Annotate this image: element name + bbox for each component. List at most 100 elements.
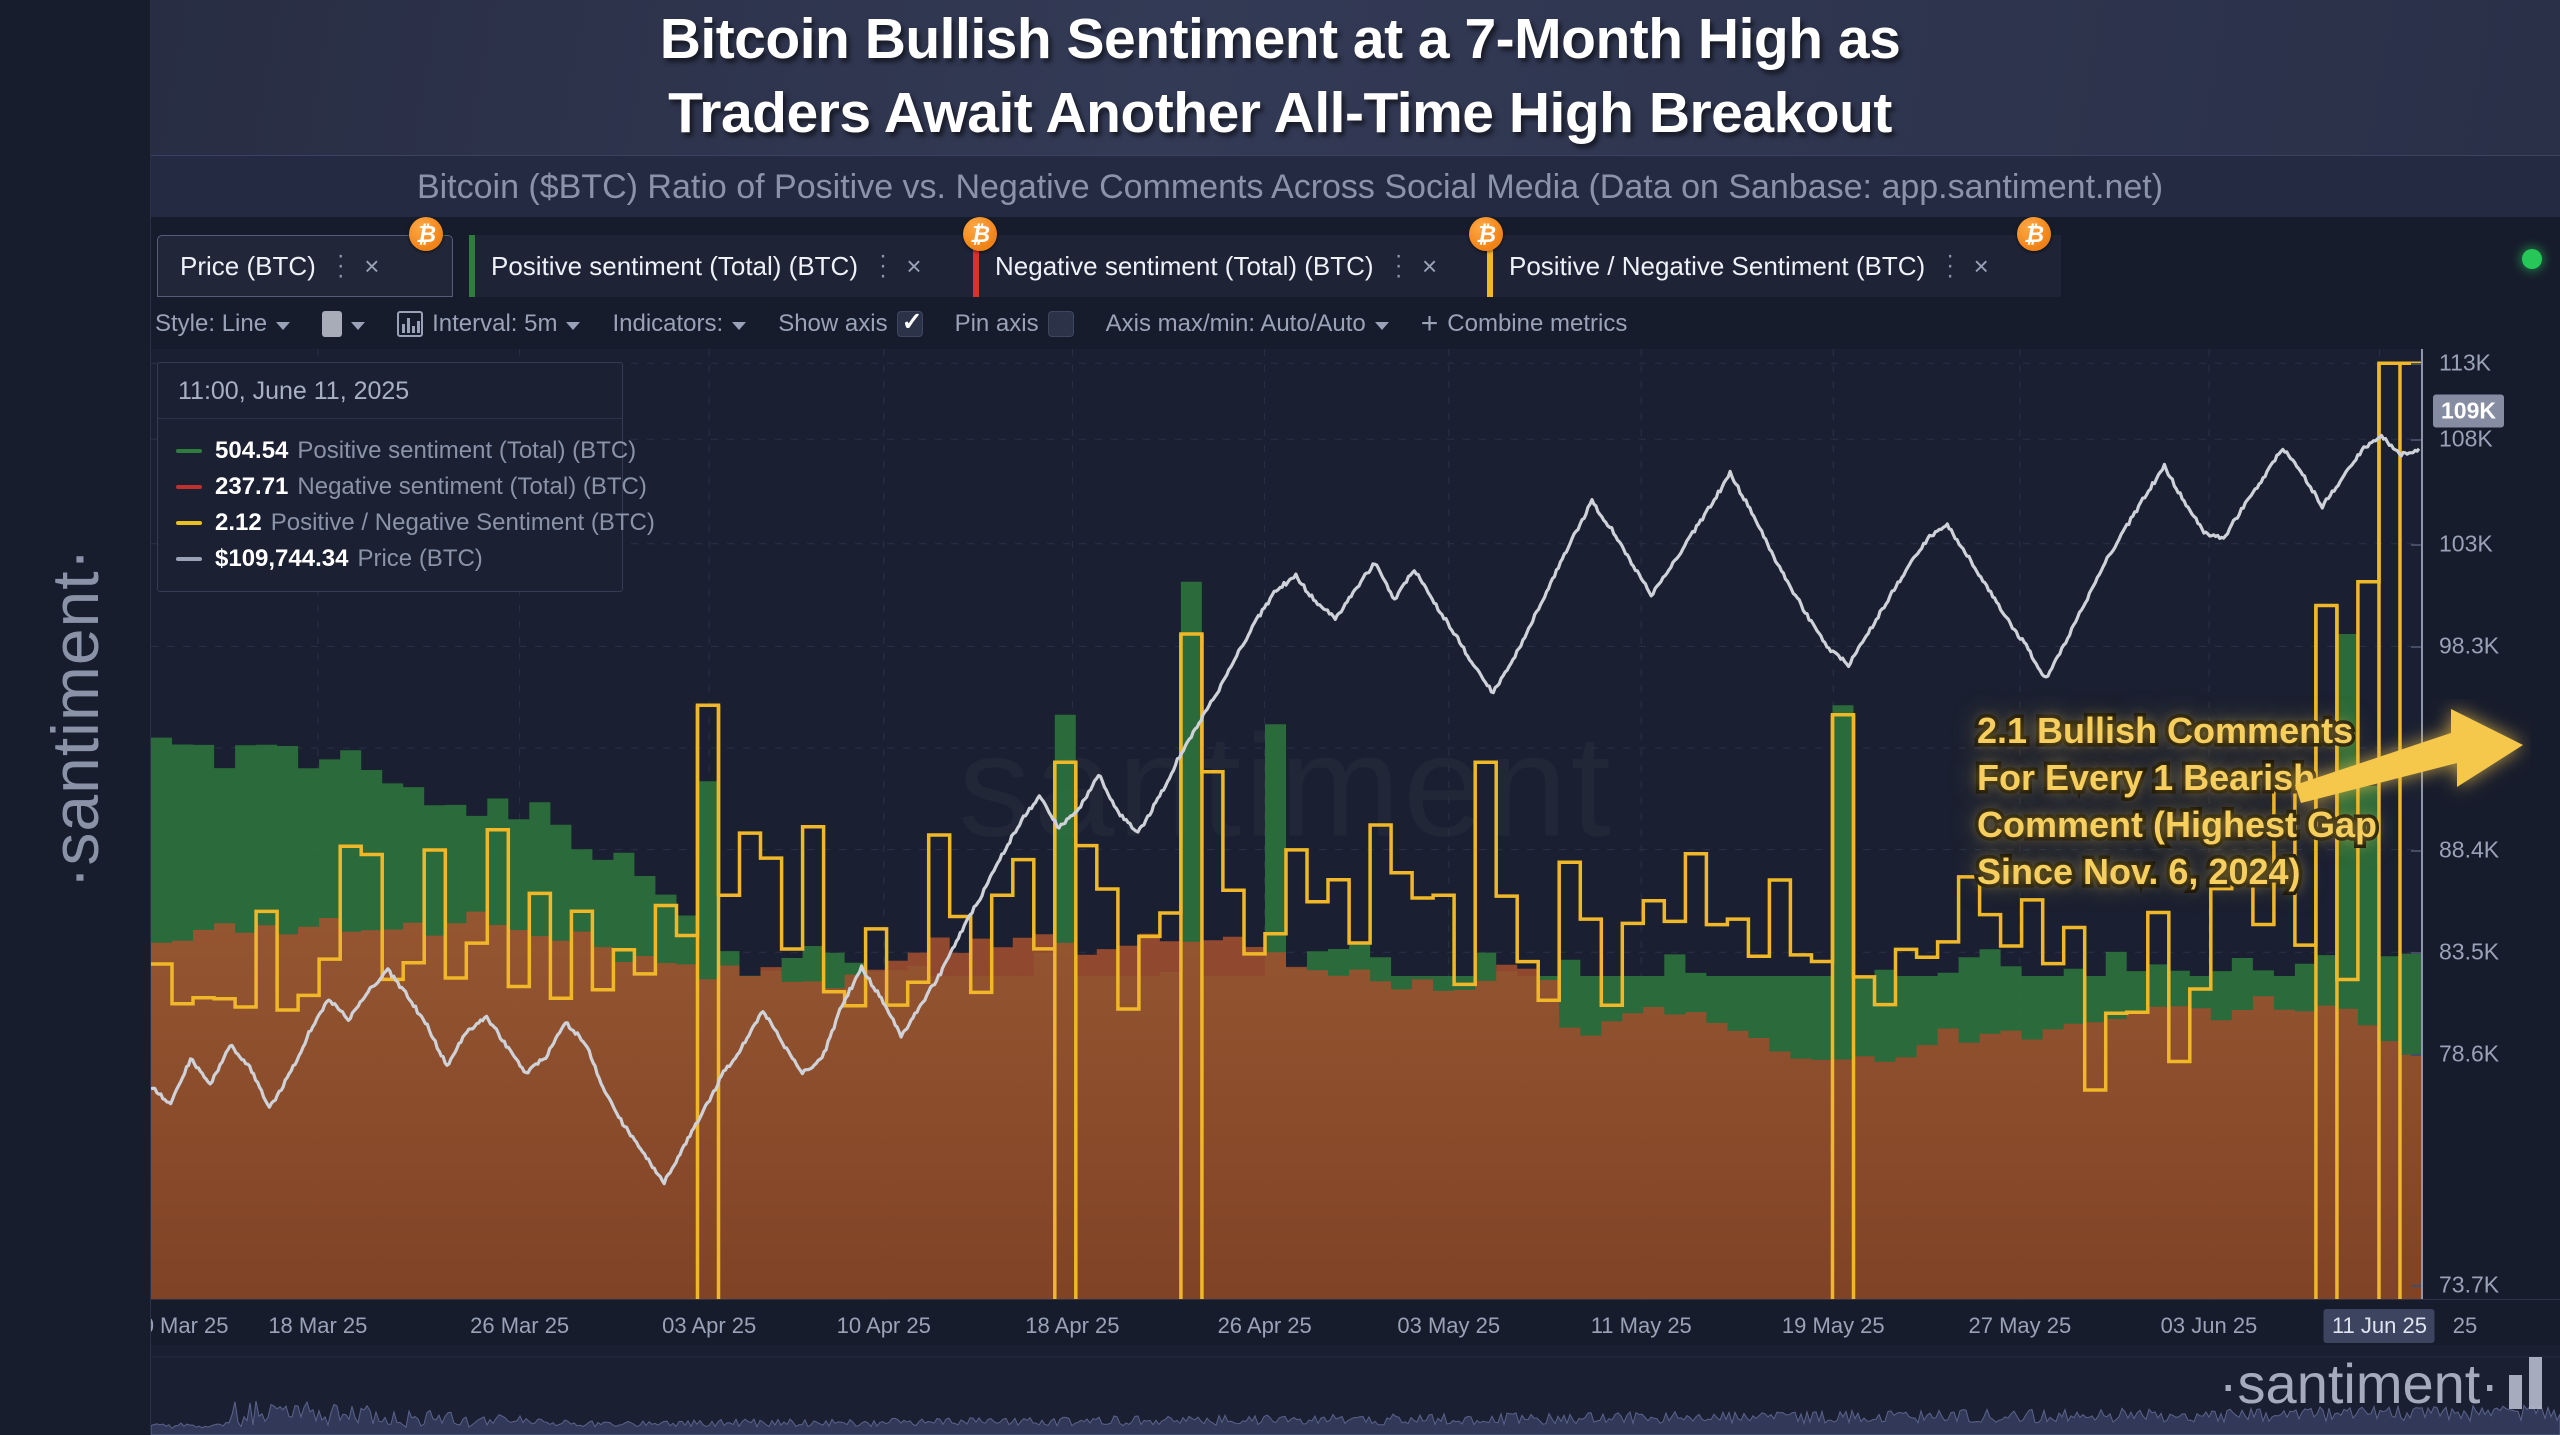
y-axis-tick-label: 98.3K bbox=[2439, 632, 2500, 659]
y-axis-tick bbox=[2411, 543, 2421, 546]
indicators-label: Indicators: bbox=[612, 310, 724, 337]
tab-accent-bar bbox=[469, 235, 475, 297]
metric-tab-3[interactable]: Positive / Negative Sentiment (BTC) · · · × bbox=[1487, 235, 2061, 297]
series-color-dash bbox=[176, 557, 202, 561]
chart-app: Price (BTC) · · · × ₿ Positive sentiment (Tota… bbox=[129, 217, 2560, 1435]
chart-tooltip: 11:00, June 11, 2025 504.54 Positive sent… bbox=[157, 362, 655, 592]
tooltip-row: 237.71 Negative sentiment (Total) (BTC) bbox=[176, 469, 647, 505]
y-axis-tick bbox=[2411, 646, 2421, 649]
tooltip-value: 504.54 bbox=[215, 437, 289, 464]
chevron-down-icon bbox=[732, 322, 747, 330]
y-axis-tick bbox=[2411, 1053, 2421, 1056]
tooltip-row: 2.12 Positive / Negative Sentiment (BTC) bbox=[176, 505, 655, 541]
y-axis-tick bbox=[2411, 1284, 2421, 1287]
x-axis-tick-label: 27 May 25 bbox=[1968, 1313, 2072, 1338]
chart-subtitle: Bitcoin ($BTC) Ratio of Positive vs. Neg… bbox=[416, 168, 2164, 206]
metric-tab-strip: Price (BTC) · · · × ₿ Positive sentiment (Tota… bbox=[151, 217, 2560, 297]
bitcoin-badge-icon: ₿ bbox=[2017, 217, 2051, 251]
x-axis-tick-label: 03 Jun 25 bbox=[2160, 1313, 2258, 1338]
kebab-menu-icon[interactable]: · · · bbox=[1946, 242, 1955, 289]
bitcoin-badge-icon: ₿ bbox=[1469, 217, 1503, 251]
tooltip-row: 504.54 Positive sentiment (Total) (BTC) bbox=[176, 433, 636, 469]
left-rail: ·santiment· bbox=[0, 0, 151, 1435]
live-status-dot bbox=[2522, 249, 2542, 269]
y-axis-tick-label: 113K bbox=[2439, 349, 2492, 376]
tooltip-value: $109,744.34 bbox=[215, 545, 349, 572]
x-axis-tick-label: 18 Apr 25 bbox=[1025, 1313, 1120, 1338]
subtitle-band: Bitcoin ($BTC) Ratio of Positive vs. Neg… bbox=[0, 155, 2560, 217]
combine-metrics-button[interactable]: + Combine metrics bbox=[1405, 303, 1644, 345]
combine-metrics-label: Combine metrics bbox=[1447, 310, 1628, 337]
x-axis-tick-label: 03 May 25 bbox=[1397, 1313, 1501, 1338]
tab-label: Positive / Negative Sentiment (BTC) bbox=[1509, 250, 1926, 281]
chevron-down-icon bbox=[566, 322, 581, 330]
axis-minmax-dropdown[interactable]: Axis max/min: Auto/Auto bbox=[1090, 303, 1405, 345]
show-axis-checkbox[interactable] bbox=[896, 307, 923, 337]
tab-accent-bar bbox=[973, 235, 979, 297]
x-axis-edge-label: 25 bbox=[2452, 1313, 2478, 1338]
tooltip-series-name: Positive sentiment (Total) (BTC) bbox=[297, 437, 637, 464]
y-axis-right[interactable]: 113K 108K 103K 98.3K 93.3K 88.4K 83.5K 78.6K 73.… bbox=[2411, 349, 2560, 1299]
close-icon[interactable]: × bbox=[906, 250, 922, 281]
pin-axis-checkbox[interactable] bbox=[1047, 311, 1074, 337]
header-banner: Bitcoin Bullish Sentiment at a 7-Month H… bbox=[0, 0, 2560, 155]
chart-plot-svg bbox=[151, 349, 2421, 1299]
santiment-bars-icon bbox=[2509, 1357, 2542, 1409]
tooltip-series-name: Positive / Negative Sentiment (BTC) bbox=[270, 509, 655, 536]
kebab-menu-icon[interactable]: · · · bbox=[336, 242, 345, 289]
santiment-footer-logo: ·santiment· bbox=[2219, 1356, 2542, 1412]
x-axis-tick-label: 26 Apr 25 bbox=[1217, 1313, 1312, 1338]
page-title: Bitcoin Bullish Sentiment at a 7-Month H… bbox=[150, 2, 2410, 150]
chart-toolbar: Style: Line Interval: 5m Indicators: Sho… bbox=[151, 303, 2560, 345]
y-axis-tick-label: 103K bbox=[2439, 530, 2493, 557]
y-axis-tick-label: 88.4K bbox=[2439, 836, 2500, 863]
tab-accent-bar bbox=[1487, 235, 1493, 297]
x-axis-tick-label: 03 Apr 25 bbox=[662, 1313, 757, 1338]
close-icon[interactable]: × bbox=[1421, 250, 1438, 281]
bar-chart-icon bbox=[397, 311, 424, 337]
series-color-dash bbox=[176, 485, 202, 489]
plus-icon: + bbox=[1420, 307, 1439, 340]
tooltip-series-name: Price (BTC) bbox=[357, 545, 483, 572]
color-dropdown[interactable] bbox=[306, 303, 381, 345]
kebab-menu-icon[interactable]: · · · bbox=[878, 242, 887, 289]
y-axis-tick-label: 83.5K bbox=[2439, 938, 2500, 965]
pin-axis-toggle[interactable]: Pin axis bbox=[939, 303, 1090, 345]
y-axis-tick bbox=[2411, 952, 2421, 955]
x-axis-tick-label: 11 May 25 bbox=[1590, 1313, 1692, 1338]
y-axis-tick-label: 78.6K bbox=[2439, 1040, 2500, 1067]
interval-dropdown[interactable]: Interval: 5m bbox=[381, 303, 596, 345]
series-color-dash bbox=[176, 521, 202, 525]
chart-canvas-region: santiment 113K 108K 103K 98.3K 93.3K 88.4K 83.… bbox=[151, 349, 2560, 1299]
axis-minmax-label: Axis max/min: Auto/Auto bbox=[1105, 310, 1366, 337]
color-swatch-icon bbox=[322, 311, 343, 337]
tab-label: Negative sentiment (Total) (BTC) bbox=[995, 250, 1374, 281]
tooltip-rows: 504.54 Positive sentiment (Total) (BTC) 23… bbox=[158, 419, 655, 591]
tooltip-series-name: Negative sentiment (Total) (BTC) bbox=[297, 473, 647, 500]
plot-area[interactable]: santiment bbox=[151, 349, 2421, 1299]
style-dropdown[interactable]: Style: Line bbox=[151, 303, 306, 345]
x-axis-tick-label: 10 Apr 25 bbox=[836, 1313, 931, 1338]
kebab-menu-icon[interactable]: · · · bbox=[1394, 242, 1403, 289]
range-brush[interactable] bbox=[151, 1345, 2560, 1435]
close-icon[interactable]: × bbox=[1973, 250, 1989, 281]
brush-sparkline bbox=[151, 1356, 2560, 1435]
x-axis-tick-label: 19 May 25 bbox=[1781, 1313, 1885, 1338]
metric-tab-1[interactable]: Positive sentiment (Total) (BTC) · · · × bbox=[469, 235, 1007, 297]
santiment-rail-brand: ·santiment· bbox=[38, 546, 112, 889]
y-axis-tick-label: 93.3K bbox=[2439, 734, 2500, 761]
style-label: Style: Line bbox=[155, 310, 268, 337]
metric-tab-0[interactable]: Price (BTC) · · · × bbox=[157, 235, 453, 297]
close-icon[interactable]: × bbox=[364, 250, 380, 281]
y-axis-current-value: 109K bbox=[2433, 394, 2504, 428]
interval-label: Interval: 5m bbox=[432, 310, 558, 337]
title-line-1: Bitcoin Bullish Sentiment at a 7-Month H… bbox=[659, 7, 1901, 71]
tab-label: Positive sentiment (Total) (BTC) bbox=[491, 250, 858, 281]
title-line-2: Traders Await Another All-Time High Brea… bbox=[668, 81, 1892, 145]
metric-tab-2[interactable]: Negative sentiment (Total) (BTC) · · · × bbox=[973, 235, 1513, 297]
chevron-down-icon bbox=[276, 322, 291, 330]
x-axis[interactable]: 10 Mar 25 18 Mar 25 26 Mar 25 03 Apr 25 10 A… bbox=[129, 1299, 2560, 1351]
indicators-dropdown[interactable]: Indicators: bbox=[596, 303, 762, 345]
tooltip-date: 11:00, June 11, 2025 bbox=[158, 363, 622, 419]
show-axis-toggle[interactable]: Show axis bbox=[762, 303, 938, 345]
